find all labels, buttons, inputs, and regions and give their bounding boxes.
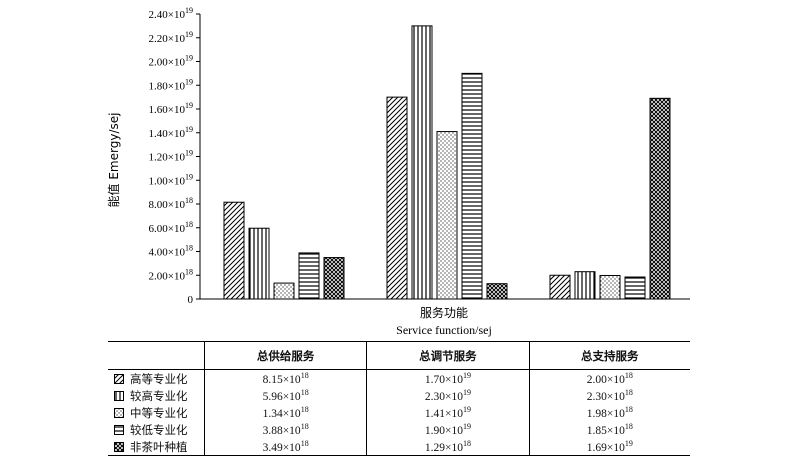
legend-swatch	[114, 408, 124, 418]
series-name: 非茶叶种植	[130, 439, 188, 454]
header-support: 总支持服务	[528, 341, 690, 370]
series-label: 中等专业化	[108, 404, 205, 421]
bar-1-1	[223, 201, 245, 300]
bar-2-5	[486, 283, 508, 300]
table-row: 高等专业化 8.15×1018 1.70×1019 2.00×1018	[108, 369, 690, 388]
series-name: 较低专业化	[130, 422, 188, 437]
table-row: 较低专业化 3.88×1018 1.90×1019 1.85×1018	[108, 421, 690, 438]
bar-3-4	[624, 276, 646, 300]
legend-swatch	[114, 425, 124, 435]
series-name: 中等专业化	[130, 405, 188, 420]
y-tick-label: 4.00×1018	[149, 244, 193, 259]
header-supply: 总供给服务	[203, 341, 367, 370]
y-tick-label: 2.00×1018	[149, 267, 193, 282]
y-tick-label: 1.40×1019	[149, 125, 193, 140]
value-cell: 1.85×1018	[528, 421, 690, 438]
table-row: 较高专业化 5.96×1018 2.30×1019 2.30×1018	[108, 387, 690, 404]
y-tick-label: 1.60×1019	[149, 101, 193, 116]
bar-1-2	[248, 227, 270, 300]
header-regulation: 总调节服务	[366, 341, 530, 370]
y-axis-ticks: 0 2.00×1018 4.00×1018 6.00×1018 8.00×1018 1.0…	[149, 6, 200, 306]
bar-3-3	[599, 274, 621, 300]
y-tick-label: 1.80×1019	[149, 77, 193, 92]
table-row: 非茶叶种植 3.49×1018 1.29×1018 1.69×1019	[108, 438, 690, 456]
series-name: 高等专业化	[130, 371, 188, 386]
value-cell: 1.29×1018	[366, 438, 530, 456]
value-cell: 5.96×1018	[203, 387, 367, 404]
value-cell: 1.41×1019	[366, 404, 530, 421]
legend-swatch	[114, 374, 124, 384]
value-cell: 1.69×1019	[528, 438, 690, 456]
value-cell: 1.70×1019	[366, 369, 530, 387]
header-blank	[108, 341, 205, 370]
series-name: 较高专业化	[130, 388, 188, 403]
y-axis-label: 能值 Emergy/sej	[106, 113, 121, 208]
bar-2-4	[461, 72, 483, 300]
value-cell: 3.88×1018	[203, 421, 367, 438]
y-tick-label: 6.00×1018	[149, 220, 193, 235]
bar-1-4	[298, 252, 320, 300]
y-tick-label: 2.20×1019	[149, 30, 193, 45]
y-tick-label: 8.00×1018	[149, 196, 193, 211]
data-table: 总供给服务 总调节服务 总支持服务 高等专业化 8.15×1018 1.70×101…	[108, 341, 690, 456]
bar-1-3	[273, 282, 295, 300]
value-cell: 1.34×1018	[203, 404, 367, 421]
y-tick-label: 1.00×1019	[149, 172, 193, 187]
bar-2-3	[436, 131, 458, 300]
bar-3-5	[649, 97, 671, 300]
x-axis-label-cn: 服务功能	[420, 305, 468, 320]
value-cell: 2.30×1019	[366, 387, 530, 404]
value-cell: 8.15×1018	[203, 369, 367, 387]
bar-2-1	[386, 96, 408, 300]
table-header-row: 总供给服务 总调节服务 总支持服务	[108, 341, 690, 370]
series-label: 非茶叶种植	[108, 438, 205, 456]
value-cell: 1.98×1018	[528, 404, 690, 421]
y-tick-label: 0	[188, 294, 194, 306]
legend-swatch	[114, 442, 124, 452]
value-cell: 1.90×1019	[366, 421, 530, 438]
series-label: 较低专业化	[108, 421, 205, 438]
legend-swatch	[114, 391, 124, 401]
value-cell: 2.00×1018	[528, 369, 690, 387]
bar-2-2	[411, 25, 433, 300]
value-cell: 2.30×1018	[528, 387, 690, 404]
value-cell: 3.49×1018	[203, 438, 367, 456]
series-label: 高等专业化	[108, 370, 205, 388]
bar-1-5	[323, 257, 345, 300]
x-axis-label-en: Service function/sej	[396, 323, 492, 337]
y-tick-label: 1.20×1019	[149, 149, 193, 164]
bar-3-1	[549, 274, 571, 300]
bar-chart: 0 2.00×1018 4.00×1018 6.00×1018 8.00×1018 1.0…	[106, 6, 690, 337]
bar-3-2	[574, 271, 596, 300]
y-tick-label: 2.40×1019	[149, 6, 193, 21]
bars	[223, 25, 671, 300]
series-label: 较高专业化	[108, 387, 205, 404]
y-tick-label: 2.00×1019	[149, 54, 193, 69]
table-row: 中等专业化 1.34×1018 1.41×1019 1.98×1018	[108, 404, 690, 421]
